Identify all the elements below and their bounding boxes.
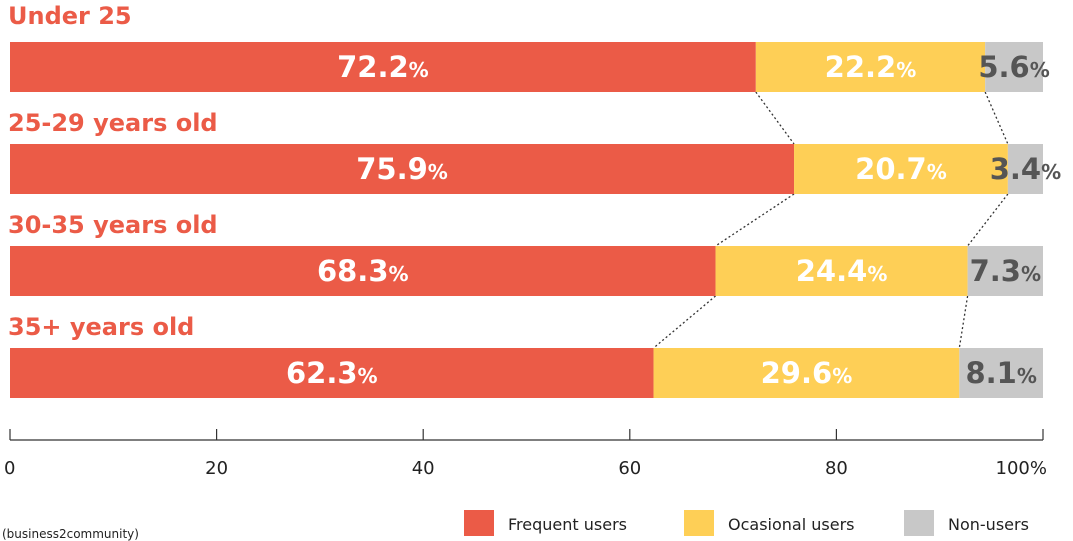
legend-label-ocasional-users: Ocasional users: [728, 515, 854, 534]
data-label-25-29-years-old-ocasional-users: 20.7%: [855, 152, 947, 186]
data-label-35-years-old-frequent-users: 62.3%: [286, 356, 378, 390]
data-label-under-25-frequent-users: 72.2%: [337, 50, 429, 84]
bar-35-years-old-frequent-users: [10, 348, 654, 398]
bar-30-35-years-old-non-users: [967, 246, 1043, 296]
bars: 72.2% 22.2% 5.6% 75.9% 20.7% 3.4% 68.3% 24.4% 7.…: [10, 42, 1061, 398]
legend-label-frequent-users: Frequent users: [508, 515, 627, 534]
data-label-under-25-non-users: 5.6%: [978, 50, 1049, 84]
legend-label-non-users: Non-users: [948, 515, 1029, 534]
data-label-35-years-old-non-users: 8.1%: [965, 356, 1036, 390]
bar-30-35-years-old-frequent-users: [10, 246, 716, 296]
x-tick-label: 100%: [996, 458, 1047, 479]
data-label-25-29-years-old-frequent-users: 75.9%: [356, 152, 448, 186]
connector-line: [967, 193, 1009, 247]
legend: Frequent users Ocasional users Non-users: [464, 510, 1029, 536]
source-note: (business2community): [2, 527, 139, 541]
connector-line: [653, 295, 716, 349]
bar-25-29-years-old-frequent-users: [10, 144, 795, 194]
x-tick-label: 0: [4, 458, 15, 479]
bar-35-years-old-ocasional-users: [653, 348, 960, 398]
x-tick-label: 80: [825, 458, 848, 479]
data-label-25-29-years-old-non-users: 3.4%: [990, 152, 1061, 186]
bar-connectors: [653, 91, 1009, 349]
legend-swatch-non-users: [904, 510, 934, 536]
category-label-under-25: Under 25: [8, 2, 132, 30]
data-label-35-years-old-ocasional-users: 29.6%: [761, 356, 853, 390]
bar-25-29-years-old-non-users: [1007, 144, 1043, 194]
data-label-30-35-years-old-frequent-users: 68.3%: [317, 254, 409, 288]
legend-swatch-frequent-users: [464, 510, 494, 536]
x-tick-label: 60: [618, 458, 641, 479]
legend-swatch-ocasional-users: [684, 510, 714, 536]
bar-35-years-old-non-users: [959, 348, 1043, 398]
data-label-30-35-years-old-ocasional-users: 24.4%: [796, 254, 888, 288]
connector-line: [755, 91, 795, 145]
connector-line: [958, 295, 969, 349]
category-label-30-35-years-old: 30-35 years old: [8, 211, 218, 239]
x-tick-label: 20: [205, 458, 228, 479]
data-label-under-25-ocasional-users: 22.2%: [825, 50, 917, 84]
x-axis: 0 20 40 60 80 100%: [4, 429, 1047, 479]
x-tick-label: 40: [412, 458, 435, 479]
category-labels: Under 25 25-29 years old 30-35 years old 35…: [8, 2, 218, 341]
bar-under-25-ocasional-users: [755, 42, 986, 92]
data-label-30-35-years-old-non-users: 7.3%: [970, 254, 1041, 288]
category-label-35-years-old: 35+ years old: [8, 313, 194, 341]
connector-line: [715, 193, 795, 247]
bar-under-25-non-users: [985, 42, 1043, 92]
category-label-25-29-years-old: 25-29 years old: [8, 109, 218, 137]
bar-30-35-years-old-ocasional-users: [715, 246, 968, 296]
bar-25-29-years-old-ocasional-users: [794, 144, 1008, 194]
bar-under-25-frequent-users: [10, 42, 756, 92]
connector-line: [984, 91, 1009, 145]
